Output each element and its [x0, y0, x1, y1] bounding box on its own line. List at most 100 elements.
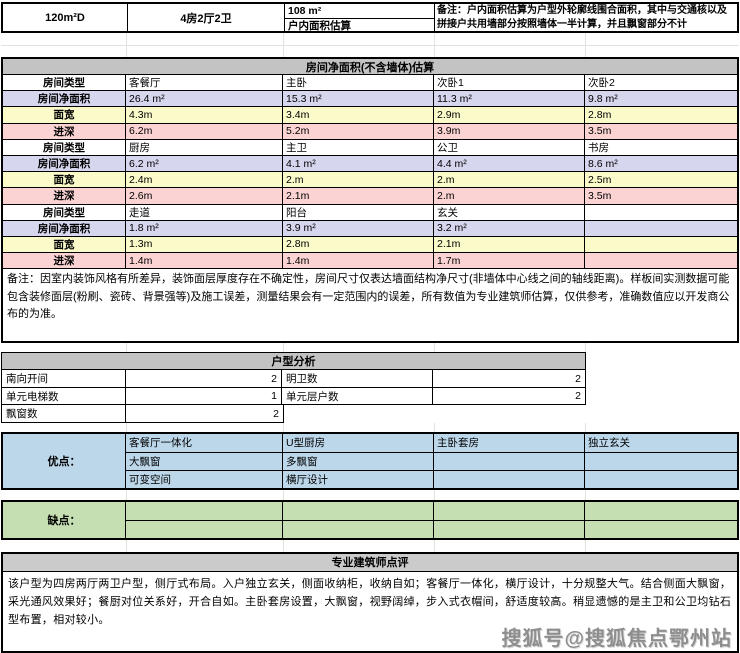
architect-review-section: 专业建筑师点评 该户型为四房两厅两卫户型，侧厅式布局。入户独立玄关，侧面收纳柜，… [1, 551, 739, 653]
pros-item: 主卧套房 [433, 433, 584, 452]
row-label: 进深 [3, 122, 125, 139]
row-label: 进深 [3, 252, 125, 269]
cell: 6.2 m² [125, 154, 282, 172]
cell: 1.3m [125, 235, 282, 253]
cell: 3.5m [584, 187, 737, 204]
table-row: 单元电梯数 1 单元层户数 2 [1, 387, 586, 406]
table-row: 房间类型 厨房 主卫 公卫 书房 [3, 138, 737, 155]
cell [584, 235, 737, 253]
cell: 厨房 [125, 138, 282, 155]
cell [584, 219, 737, 236]
cons-item [433, 501, 584, 520]
review-body: 该户型为四房两厅两卫户型，侧厅式布局。入户独立玄关，侧面收纳柜，收纳自如；客餐厅… [3, 572, 737, 651]
table-row: 南向开间 2 明卫数 2 [1, 370, 586, 388]
cell: 2.8m [584, 106, 737, 123]
table-row: 进深 2.6m 2.1m 2.m 3.5m [3, 187, 737, 204]
pros-label: 优点： [47, 455, 81, 468]
cell: 2.m [282, 171, 433, 188]
analysis-value: 2 [432, 387, 585, 405]
analysis-label: 单元电梯数 [6, 390, 59, 403]
cell: 3.9 m² [282, 219, 433, 236]
indoor-area-value: 108 m² [288, 4, 322, 17]
row-label: 房间净面积 [3, 154, 125, 172]
table-row: 面宽 1.3m 2.8m 2.1m [3, 235, 737, 253]
cell: 6.2m [125, 122, 282, 139]
cell [584, 252, 737, 269]
analysis-label: 单元层户数 [281, 387, 432, 405]
sheet-gap [1, 33, 739, 57]
cons-label: 缺点： [47, 514, 81, 527]
pros-item: U型厨房 [282, 433, 433, 452]
cell: 15.3 m² [282, 90, 433, 107]
cell: 3.9m [433, 122, 584, 139]
row-label: 房间净面积 [3, 90, 125, 107]
analysis-label: 明卫数 [281, 370, 432, 387]
table-row: 面宽 2.4m 2.m 2.m 2.5m [3, 171, 737, 188]
cell: 4.4 m² [433, 154, 584, 172]
cell: 5.2m [282, 122, 433, 139]
row-label: 面宽 [3, 171, 125, 188]
sheet-gap [1, 343, 739, 353]
cell: 阳台 [282, 203, 433, 220]
analysis-value: 1 [125, 387, 281, 405]
cell: 客餐厅 [125, 74, 282, 91]
pros-item: 客餐厅一体化 [125, 433, 282, 452]
pros-item [584, 469, 737, 488]
indoor-area-label: 户内面积估算 [285, 17, 434, 33]
review-text: 该户型为四房两厅两卫户型，侧厅式布局。入户独立玄关，侧面收纳柜，收纳自如；客餐厅… [8, 577, 732, 626]
sheet-gap [1, 489, 739, 500]
cell: 26.4 m² [125, 90, 282, 107]
table-row: 飘窗数 2 [1, 405, 284, 423]
cons-item [282, 519, 433, 538]
cons-item [433, 519, 584, 538]
pros-item: 大飘窗 [125, 451, 282, 470]
cons-item [584, 501, 737, 520]
cell: 2.m [433, 171, 584, 188]
table-row: 进深 6.2m 5.2m 3.9m 3.5m [3, 122, 737, 139]
table-row: 面宽 4.3m 3.4m 2.9m 2.8m [3, 106, 737, 123]
cell: 主卫 [282, 138, 433, 155]
cell: 3.5m [584, 122, 737, 139]
cell: 9.8 m² [584, 90, 737, 107]
analysis-title: 户型分析 [1, 352, 586, 371]
table-row: 进深 1.4m 1.4m 1.7m [3, 252, 737, 269]
analysis-value: 2 [125, 405, 283, 422]
analysis-label: 南向开间 [6, 373, 48, 385]
cell: 2.8m [282, 235, 433, 253]
row-label: 房间类型 [3, 74, 125, 90]
room-layout-cell: 4房2厅2卫 [127, 4, 284, 32]
row-label: 房间类型 [3, 138, 125, 155]
cell: 3.2 m² [433, 219, 584, 236]
table-row: 房间净面积 1.8 m² 3.9 m² 3.2 m² [3, 219, 737, 236]
cell: 2.9m [433, 106, 584, 123]
cons-item [584, 519, 737, 538]
pros-item [433, 469, 584, 488]
cell: 1.4m [125, 252, 282, 269]
summary-header-table: 120m²D 4房2厅2卫 108 m² 户内面积估算 备注：户内面积估算为户型… [1, 2, 739, 33]
cell: 8.6 m² [584, 154, 737, 172]
cell: 1.7m [433, 252, 584, 269]
cell: 2.4m [125, 171, 282, 188]
row-label: 面宽 [3, 106, 125, 123]
row-label: 面宽 [3, 235, 125, 253]
net-area-table: 房间净面积(不含墙体)估算 房间类型 客餐厅 主卧 次卧1 次卧2 房间净面积 … [1, 57, 739, 344]
review-title: 专业建筑师点评 [3, 553, 737, 572]
cons-item [282, 501, 433, 520]
row-label: 进深 [3, 187, 125, 204]
pros-table: 优点： 客餐厅一体化 U型厨房 主卧套房 独立玄关 大飘窗 多飘窗 可变空间 横… [1, 431, 739, 490]
cell: 2.6m [125, 187, 282, 204]
cell: 次卧1 [433, 74, 584, 91]
cell: 次卧2 [584, 74, 737, 91]
row-label: 房间类型 [3, 203, 125, 220]
measurement-disclaimer: 备注：因室内装饰风格有所差异，装饰面层厚度存在不确定性，房间尺寸仅表达墙面结构净… [3, 268, 737, 341]
cell: 1.4m [282, 252, 433, 269]
cell: 4.1 m² [282, 154, 433, 172]
cell: 2.1m [433, 235, 584, 253]
cell: 3.4m [282, 106, 433, 123]
header-note: 备注：户内面积估算为户型外轮廓线围合面积，其中与交通核以及拼接户共用墙部分按照墙… [434, 4, 737, 32]
watermark: 搜狐号@搜狐焦点鄂州站 [501, 627, 732, 650]
table-row: 房间类型 走道 阳台 玄关 [3, 203, 737, 220]
analysis-value: 2 [125, 370, 281, 387]
pros-item [433, 451, 584, 470]
